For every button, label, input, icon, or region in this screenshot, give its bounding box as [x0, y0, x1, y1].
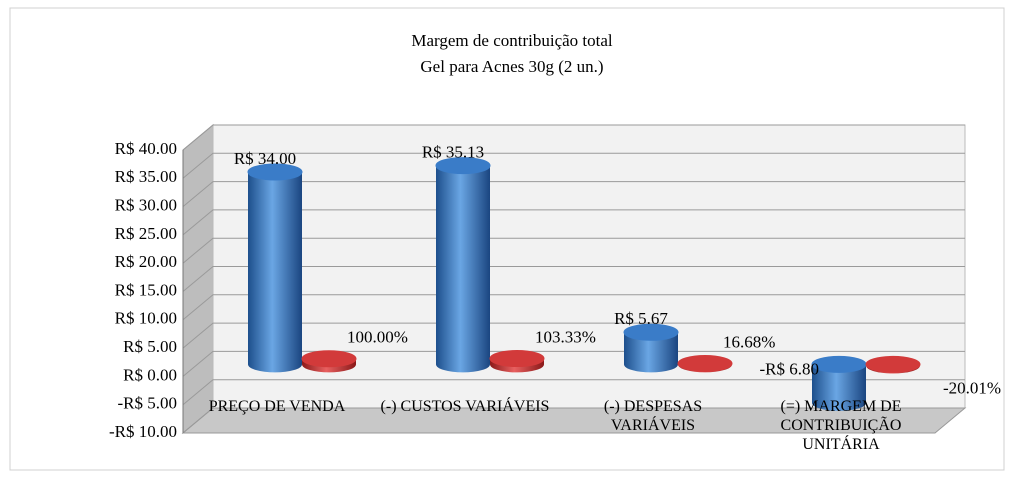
grid-line [182, 350, 965, 377]
bar-top [301, 350, 357, 368]
data-label: R$ 5.67 [614, 309, 668, 328]
grid-line [182, 152, 965, 179]
y-tick-label: R$ 0.00 [123, 365, 177, 384]
grid-line [182, 237, 965, 264]
grid-line [182, 407, 965, 434]
bar [677, 354, 733, 373]
grid-line [182, 209, 965, 236]
grid-line [182, 322, 965, 349]
bar [489, 350, 545, 373]
bar [301, 350, 357, 373]
grid-line [182, 124, 965, 151]
bar [623, 323, 679, 373]
grid-line [182, 294, 965, 321]
data-label: -20.01% [943, 378, 1001, 397]
data-label: R$ 35.13 [422, 142, 484, 161]
grid-line [182, 181, 965, 207]
bar-top [247, 163, 303, 181]
data-label: R$ 34.00 [234, 149, 296, 168]
y-tick-label: R$ 10.00 [115, 309, 177, 328]
y-tick-label: R$ 40.00 [115, 139, 177, 158]
data-label: -R$ 6.80 [760, 359, 820, 378]
bar-body [436, 165, 490, 365]
x-tick-label: (=) MARGEM DE CONTRIBUIÇÃO UNITÁRIA [780, 398, 902, 453]
bar [247, 163, 303, 373]
y-tick-label: R$ 20.00 [115, 252, 177, 271]
bar-top [489, 350, 545, 368]
bar-top [623, 323, 679, 341]
grid-line [182, 266, 965, 292]
y-tick-label: -R$ 5.00 [118, 394, 178, 413]
chart-subtitle: Gel para Acnes 30g (2 un.) [420, 57, 603, 76]
y-tick-label: R$ 15.00 [115, 280, 177, 299]
y-tick-label: R$ 35.00 [115, 167, 177, 186]
y-tick-label: -R$ 10.00 [109, 422, 177, 441]
bar-top [865, 355, 921, 373]
grid-line [182, 379, 965, 406]
data-label: 100.00% [347, 328, 408, 347]
y-tick-label: R$ 25.00 [115, 224, 177, 243]
y-tick-label: R$ 5.00 [123, 337, 177, 356]
x-tick-label: (-) DESPESAS VARIÁVEIS [603, 398, 703, 434]
chart-title: Margem de contribuição total [411, 31, 613, 50]
x-tick-label: (-) CUSTOS VARIÁVEIS [380, 398, 550, 415]
bar-top [811, 355, 867, 373]
bar [865, 355, 921, 374]
y-tick-label: R$ 30.00 [115, 196, 177, 215]
bar [811, 355, 867, 411]
bar-top [677, 354, 733, 372]
data-label: 16.68% [723, 332, 775, 351]
bar-top [435, 157, 491, 175]
bar-body [248, 171, 302, 365]
data-label: 103.33% [535, 327, 596, 346]
x-tick-label: PREÇO DE VENDA [208, 398, 346, 415]
bar [435, 157, 491, 373]
